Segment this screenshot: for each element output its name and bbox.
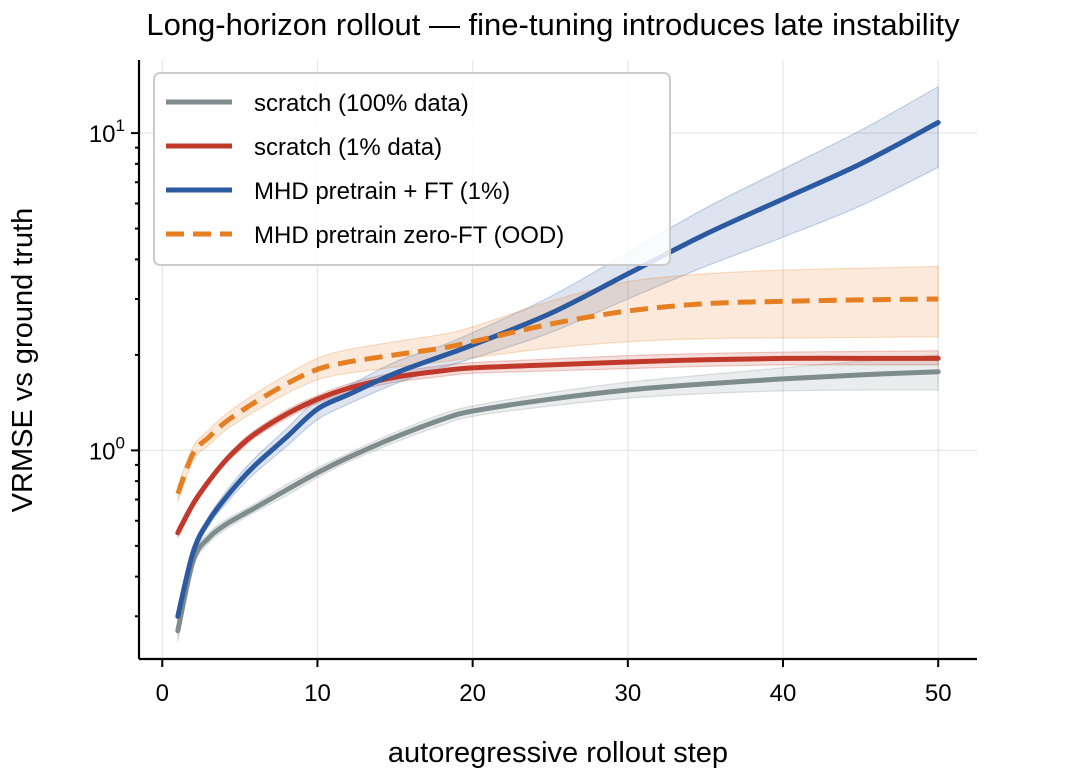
series-band-3 (177, 265, 939, 502)
x-tick-label: 40 (770, 680, 797, 707)
ticks: 0 10 20 30 40 50 100 101 (89, 116, 952, 707)
legend-frame (153, 72, 671, 266)
chart-title: Long-horizon rollout — fine-tuning intro… (146, 7, 960, 42)
y-tick-label: 101 (89, 116, 125, 148)
x-tick-label: 20 (459, 680, 486, 707)
x-tick-label: 30 (614, 680, 641, 707)
legend-label-3: MHD pretrain zero-FT (OOD) (254, 222, 564, 249)
y-tick-label: 100 (89, 433, 125, 465)
series-lines (175, 120, 941, 634)
x-axis-label: autoregressive rollout step (388, 737, 728, 769)
legend-label-0: scratch (100% data) (254, 90, 469, 117)
x-tick-label: 10 (304, 680, 331, 707)
x-tick-label: 0 (156, 680, 169, 707)
x-tick-label: 50 (925, 680, 952, 707)
series-line-3 (175, 296, 939, 495)
legend: scratch (100% data) scratch (1% data) MHD … (153, 72, 671, 266)
y-axis-label: VRMSE vs ground truth (7, 208, 39, 513)
series-line-0 (175, 369, 941, 634)
error-bands (177, 85, 939, 642)
legend-label-1: scratch (1% data) (254, 134, 442, 161)
series-line-2 (175, 120, 941, 619)
legend-label-2: MHD pretrain + FT (1%) (254, 178, 510, 205)
series-band-1 (177, 350, 939, 539)
series-band-2 (177, 85, 939, 626)
series-band-0 (177, 354, 939, 642)
axes (137, 60, 977, 661)
